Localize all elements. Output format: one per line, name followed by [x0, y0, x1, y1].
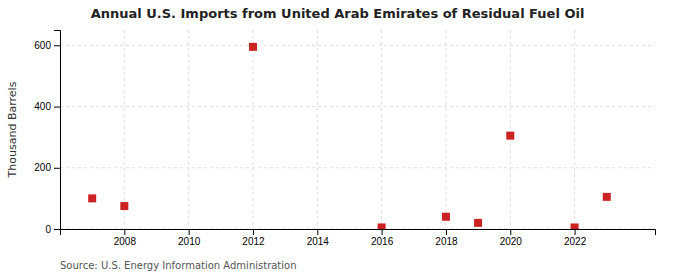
grid-line-y: [60, 45, 655, 46]
tick-label: 2018: [435, 236, 458, 247]
tick-mark: [124, 229, 125, 235]
tick: 2016: [371, 229, 394, 247]
plot: 2008 2010 2012 2014 2016 2018 2020 2022 0 200 400 6…: [34, 30, 655, 247]
grid-line-x: [510, 30, 511, 229]
grid-line-y: [60, 106, 655, 107]
grid-line-x: [124, 30, 125, 229]
x-axis: 2008 2010 2012 2014 2016 2018 2020 2022: [61, 229, 656, 247]
axis-line: [61, 230, 656, 236]
y-axis-label: Thousand Barrels: [6, 81, 19, 178]
grid-line-x: [252, 30, 253, 229]
tick-label: 2008: [114, 236, 137, 247]
title: Annual U.S. Imports from United Arab Emi…: [91, 6, 585, 21]
tick-mark: [54, 229, 60, 230]
tick-label: 2020: [500, 236, 523, 247]
tick-label: 2010: [178, 236, 201, 247]
tick-mark: [189, 229, 190, 235]
point: [120, 202, 128, 210]
grid-line-x: [317, 30, 318, 229]
tick-label: 200: [34, 162, 51, 173]
y-axis: 0 200 400 600: [34, 31, 60, 235]
tick-mark: [54, 168, 60, 169]
point: [506, 132, 514, 140]
tick: 2010: [178, 229, 201, 247]
point: [88, 194, 96, 202]
tick: 400: [34, 101, 60, 112]
tick-mark: [510, 229, 511, 235]
tick-mark: [317, 229, 318, 235]
grid-line-x: [574, 30, 575, 229]
tick: 0: [45, 224, 60, 235]
chart: 2008 2010 2012 2014 2016 2018 2020 2022 0 200 400 6…: [0, 0, 675, 275]
tick: 2018: [435, 229, 458, 247]
grid: [60, 30, 655, 229]
tick: 2008: [114, 229, 137, 247]
axis-line: [54, 31, 61, 230]
tick-label: 2014: [307, 236, 330, 247]
tick-label: 0: [45, 224, 51, 235]
tick: 2012: [242, 229, 265, 247]
grid-line-x: [445, 30, 446, 229]
tick-mark: [253, 229, 254, 235]
grid-line-x: [188, 30, 189, 229]
grid-line-x: [381, 30, 382, 229]
tick-mark: [446, 229, 447, 235]
tick-mark: [382, 229, 383, 235]
point: [442, 213, 450, 221]
tick-label: 2022: [564, 236, 587, 247]
tick: 600: [34, 40, 60, 51]
tick-mark: [54, 45, 60, 46]
point: [378, 223, 386, 229]
tick: 2014: [307, 229, 330, 247]
grid-line-y: [60, 167, 655, 168]
tick: 2022: [564, 229, 587, 247]
tick-mark: [54, 107, 60, 108]
tick-label: 2016: [371, 236, 394, 247]
points: [88, 43, 611, 229]
point: [603, 193, 611, 201]
point: [571, 223, 579, 229]
tick-label: 600: [34, 40, 51, 51]
tick-label: 2012: [242, 236, 265, 247]
point: [474, 219, 482, 227]
tick-label: 400: [34, 101, 51, 112]
point: [249, 43, 257, 51]
tick: 2020: [500, 229, 523, 247]
tick: 200: [34, 162, 60, 173]
annotation: Source: U.S. Energy Information Administ…: [60, 260, 297, 271]
tick-mark: [575, 229, 576, 235]
